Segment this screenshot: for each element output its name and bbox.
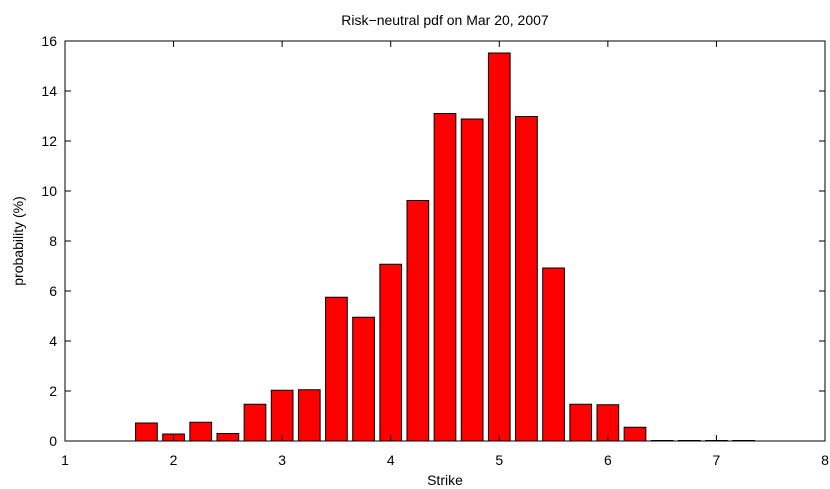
y-tick-label: 10 [41, 183, 57, 199]
y-tick-label: 8 [49, 233, 57, 249]
x-axis-label: Strike [427, 472, 463, 488]
x-tick-label: 3 [278, 452, 286, 468]
x-tick-label: 7 [713, 452, 721, 468]
y-tick-label: 16 [41, 33, 57, 49]
bar [433, 113, 457, 442]
bar [189, 421, 213, 442]
y-tick-label: 0 [49, 433, 57, 449]
x-tick-label: 2 [170, 452, 178, 468]
chart-title: Risk−neutral pdf on Mar 20, 2007 [341, 12, 549, 28]
y-axis: 0 2 4 6 8 10 12 14 16 [41, 33, 825, 449]
bar [406, 200, 430, 442]
bar [460, 118, 484, 442]
bar [243, 403, 267, 442]
bar [569, 403, 593, 442]
bar [515, 116, 538, 442]
x-axis: 1 2 3 4 5 6 7 8 [61, 41, 829, 468]
bar [325, 296, 348, 442]
x-tick-label: 6 [604, 452, 612, 468]
y-tick-label: 6 [49, 283, 57, 299]
bar [270, 389, 294, 442]
bar [135, 422, 158, 442]
bar [379, 263, 403, 442]
y-tick-label: 4 [49, 333, 57, 349]
bar [352, 316, 375, 442]
x-tick-label: 5 [495, 452, 503, 468]
bars-group [135, 52, 755, 442]
bar [216, 433, 240, 442]
x-tick-label: 8 [821, 452, 829, 468]
x-tick-label: 4 [387, 452, 395, 468]
y-tick-label: 2 [49, 383, 57, 399]
bar [623, 426, 647, 442]
y-tick-label: 14 [41, 83, 57, 99]
y-axis-label: probability (%) [10, 196, 26, 285]
bar [542, 267, 565, 442]
x-tick-label: 1 [61, 452, 69, 468]
bar [487, 52, 511, 442]
bar [297, 389, 321, 442]
y-tick-label: 12 [41, 133, 57, 149]
